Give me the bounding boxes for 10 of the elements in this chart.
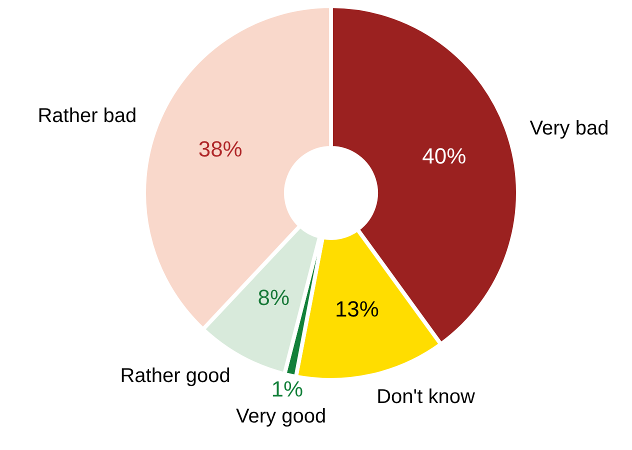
data-label: 1% [271,376,304,402]
data-label: 13% [334,296,379,322]
slice-label: Rather bad [38,105,137,128]
slice-label: Very bad [530,117,609,140]
slice-label: Rather good [120,365,230,388]
data-label: 38% [198,136,242,162]
data-label: 40% [422,144,466,169]
slice-label: Don't know [376,386,476,408]
data-label: 8% [258,284,290,310]
slice-label: Very good [236,405,326,428]
